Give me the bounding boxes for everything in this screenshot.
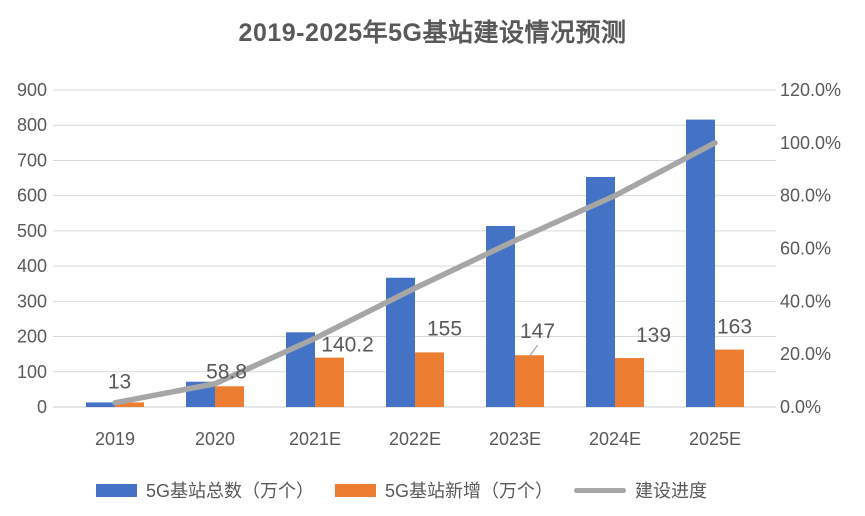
- left-axis-tick-label: 800: [17, 115, 47, 135]
- legend-item-total: 5G基站总数（万个）: [96, 477, 314, 503]
- legend-swatch-total-bar: [96, 483, 137, 497]
- data-label: 139: [636, 324, 671, 347]
- right-axis-tick-label: 20.0%: [780, 344, 831, 364]
- category-label-2023E: 2023E: [489, 429, 541, 449]
- bar-new-2021E: [315, 357, 344, 407]
- right-axis-tick-label: 100.0%: [780, 133, 841, 153]
- left-axis-tick-label: 600: [17, 186, 47, 206]
- right-axis-tick-label: 0.0%: [780, 397, 821, 417]
- left-axis-tick-label: 700: [17, 150, 47, 170]
- left-axis-tick-label: 500: [17, 221, 47, 241]
- legend-swatch-progress-line: [574, 487, 627, 493]
- bar-new-2019: [115, 402, 144, 407]
- bar-new-2023E: [515, 355, 544, 407]
- left-axis-tick-label: 400: [17, 256, 47, 276]
- chart-title: 2019-2025年5G基站建设情况预测: [238, 19, 627, 47]
- category-label-2020: 2020: [195, 429, 235, 449]
- data-label: 163: [717, 316, 752, 339]
- left-axis-tick-label: 100: [17, 362, 47, 382]
- bar-new-2020: [215, 386, 244, 407]
- bar-new-2022E: [415, 352, 444, 407]
- right-axis-tick-label: 60.0%: [780, 239, 831, 259]
- left-axis-tick-label: 300: [17, 291, 47, 311]
- data-label: 140.2: [321, 334, 374, 357]
- left-axis-tick-label: 0: [37, 397, 47, 417]
- data-label: 13: [108, 370, 131, 393]
- right-axis-tick-label: 40.0%: [780, 291, 831, 311]
- category-label-2024E: 2024E: [589, 429, 641, 449]
- label-leader-line: [529, 344, 538, 357]
- chart-legend: 5G基站总数（万个） 5G基站新增（万个） 建设进度: [96, 476, 707, 504]
- bar-total-2024E: [586, 176, 615, 407]
- right-axis-tick-label: 80.0%: [780, 186, 831, 206]
- category-label-2019: 2019: [95, 429, 135, 449]
- left-axis-tick-label: 200: [17, 327, 47, 347]
- data-label: 155: [427, 317, 462, 340]
- legend-item-new: 5G基站新增（万个）: [335, 477, 553, 503]
- legend-item-progress: 建设进度: [574, 477, 707, 503]
- legend-label-progress: 建设进度: [635, 481, 708, 501]
- progress-line: [112, 140, 718, 406]
- category-label-2025E: 2025E: [689, 429, 741, 449]
- bar-total-2023E: [486, 225, 515, 407]
- legend-label-new: 5G基站新增（万个）: [385, 481, 554, 501]
- legend-swatch-new-bar: [335, 483, 377, 497]
- legend-label-total: 5G基站总数（万个）: [146, 481, 315, 501]
- left-axis-tick-label: 900: [17, 80, 47, 100]
- category-label-2022E: 2022E: [389, 429, 441, 449]
- data-label: 147: [520, 320, 555, 343]
- bar-new-2024E: [615, 358, 644, 407]
- bar-new-2025E: [715, 349, 744, 407]
- category-label-2021E: 2021E: [289, 429, 341, 449]
- right-axis-tick-label: 120.0%: [780, 80, 841, 100]
- bar-total-2025E: [686, 119, 715, 407]
- data-label: 58.8: [206, 360, 247, 383]
- bar-total-2019: [86, 402, 115, 407]
